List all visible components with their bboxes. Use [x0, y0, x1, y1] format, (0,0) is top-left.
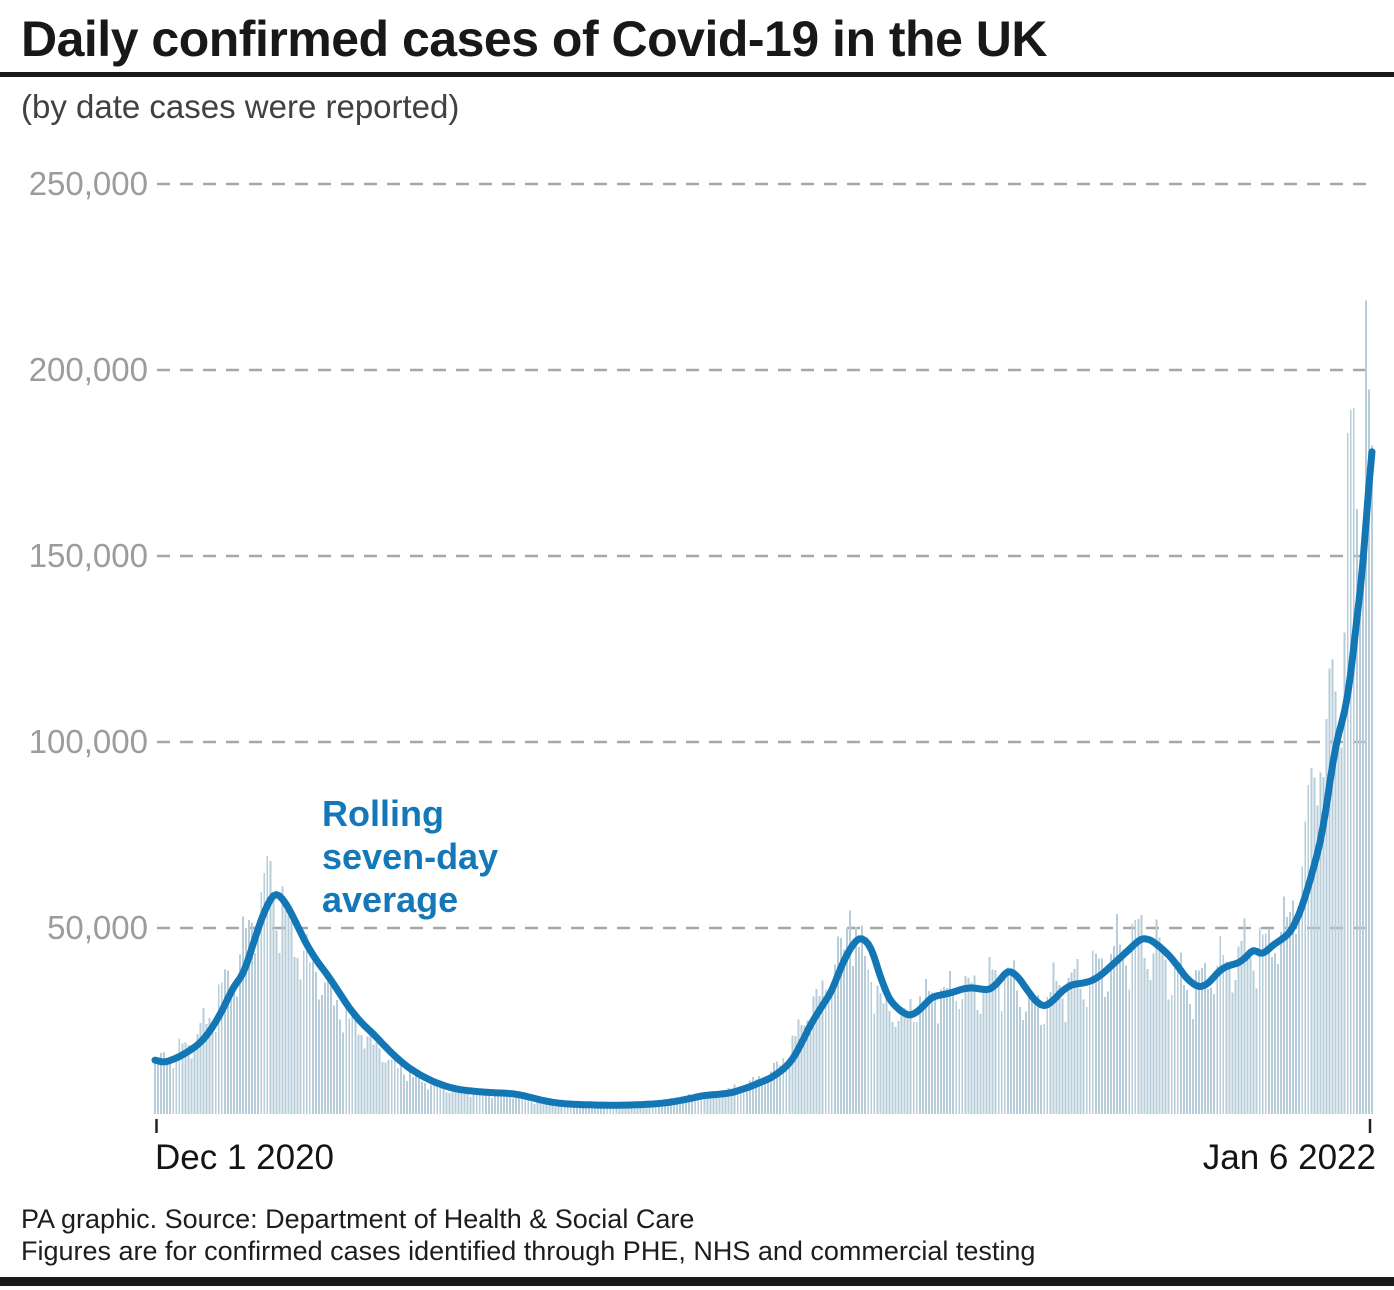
rolling-average-line	[151, 448, 1376, 1109]
title-underline	[0, 72, 1394, 77]
y-axis-label-50k: 50,000	[47, 909, 148, 946]
source-credit: PA graphic. Source: Department of Health…	[21, 1204, 695, 1234]
bottom-rule	[0, 1277, 1394, 1286]
x-axis-label-end: Jan 6 2022	[1202, 1138, 1376, 1177]
x-axis-label-start: Dec 1 2020	[155, 1138, 335, 1177]
annotation-line-1: Rolling	[322, 793, 444, 834]
annotation-line-3: average	[322, 879, 459, 920]
page-title: Daily confirmed cases of Covid-19 in the…	[21, 11, 1048, 67]
y-axis-label-250k: 250,000	[28, 165, 148, 202]
rolling-average-annotation: Rolling seven-day average	[322, 792, 498, 921]
y-axis-label-100k: 100,000	[28, 723, 148, 760]
y-axis-label-200k: 200,000	[28, 351, 148, 388]
daily-bars	[154, 300, 1373, 1115]
y-axis-label-150k: 150,000	[28, 537, 148, 574]
x-axis-ticks	[155, 1119, 1372, 1133]
chart-subtitle: (by date cases were reported)	[21, 88, 460, 125]
footnote: Figures are for confirmed cases identifi…	[21, 1236, 1036, 1266]
annotation-line-2: seven-day	[322, 836, 499, 877]
